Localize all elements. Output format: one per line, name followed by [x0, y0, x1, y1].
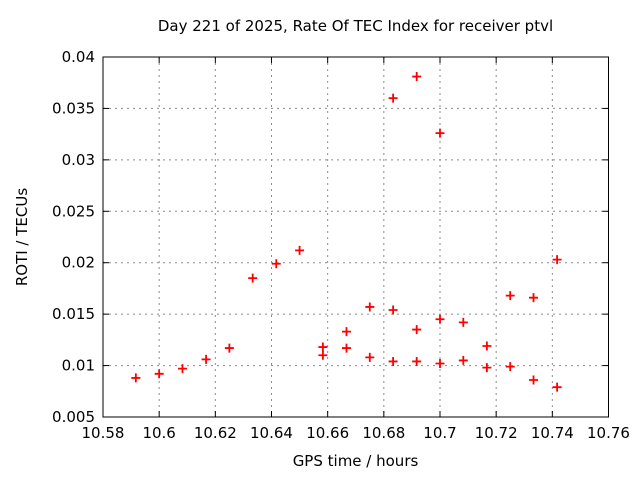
- y-tick-label: 0.01: [62, 357, 95, 375]
- data-point-marker: [341, 343, 351, 353]
- x-tick-label: 10.7: [423, 424, 456, 442]
- y-tick-label: 0.04: [62, 48, 95, 66]
- data-point-marker: [201, 354, 211, 364]
- data-point-marker: [412, 72, 422, 82]
- data-point-marker: [552, 382, 562, 392]
- x-axis-label: GPS time / hours: [293, 452, 419, 470]
- y-tick-label: 0.005: [52, 408, 95, 426]
- chart-title: Day 221 of 2025, Rate Of TEC Index for r…: [158, 17, 553, 35]
- data-point-marker: [388, 93, 398, 103]
- x-tick-label: 10.74: [531, 424, 574, 442]
- x-tick-label: 10.58: [82, 424, 125, 442]
- data-point-marker: [435, 314, 445, 324]
- data-point-marker: [412, 356, 422, 366]
- data-point-marker: [154, 369, 164, 379]
- data-point-markers: [131, 72, 562, 392]
- x-tick-label: 10.6: [142, 424, 175, 442]
- x-tick-label: 10.76: [587, 424, 630, 442]
- x-tick-label: 10.68: [362, 424, 405, 442]
- data-point-marker: [341, 327, 351, 337]
- x-tick-label: 10.72: [475, 424, 518, 442]
- data-point-marker: [388, 305, 398, 315]
- data-point-marker: [412, 325, 422, 335]
- data-point-marker: [248, 273, 258, 283]
- y-axis-tick-labels: 0.005 0.01 0.015 0.02 0.025 0.03 0.035 0.04: [52, 48, 95, 426]
- data-point-marker: [505, 362, 515, 372]
- axis-tick-marks: [102, 56, 609, 418]
- data-point-marker: [482, 341, 492, 351]
- plot-border: [102, 56, 609, 418]
- x-tick-label: 10.66: [306, 424, 349, 442]
- x-axis-tick-labels: 10.58 10.6 10.62 10.64 10.66 10.68 10.7 10.72 10…: [82, 424, 630, 442]
- data-point-marker: [271, 259, 281, 269]
- y-tick-label: 0.02: [62, 254, 95, 272]
- data-point-marker: [365, 302, 375, 312]
- grid-lines: [103, 57, 609, 417]
- data-point-marker: [552, 255, 562, 265]
- y-tick-label: 0.03: [62, 151, 95, 169]
- data-point-marker: [435, 359, 445, 369]
- data-point-marker: [295, 245, 305, 255]
- data-point-marker: [482, 363, 492, 373]
- y-tick-label: 0.035: [52, 99, 95, 117]
- data-point-marker: [318, 342, 328, 352]
- data-point-marker: [505, 291, 515, 301]
- data-point-marker: [177, 364, 187, 374]
- data-point-marker: [458, 317, 468, 327]
- data-point-marker: [131, 373, 141, 383]
- x-tick-label: 10.62: [194, 424, 237, 442]
- data-point-marker: [435, 128, 445, 138]
- y-tick-label: 0.015: [52, 305, 95, 323]
- y-axis-label: ROTI / TECUs: [13, 188, 31, 286]
- data-point-marker: [365, 352, 375, 362]
- data-point-marker: [388, 356, 398, 366]
- y-tick-label: 0.025: [52, 202, 95, 220]
- x-tick-label: 10.64: [250, 424, 293, 442]
- data-point-marker: [318, 350, 328, 360]
- data-point-marker: [458, 355, 468, 365]
- data-point-marker: [224, 343, 234, 353]
- data-point-marker: [529, 293, 539, 303]
- data-point-marker: [529, 375, 539, 385]
